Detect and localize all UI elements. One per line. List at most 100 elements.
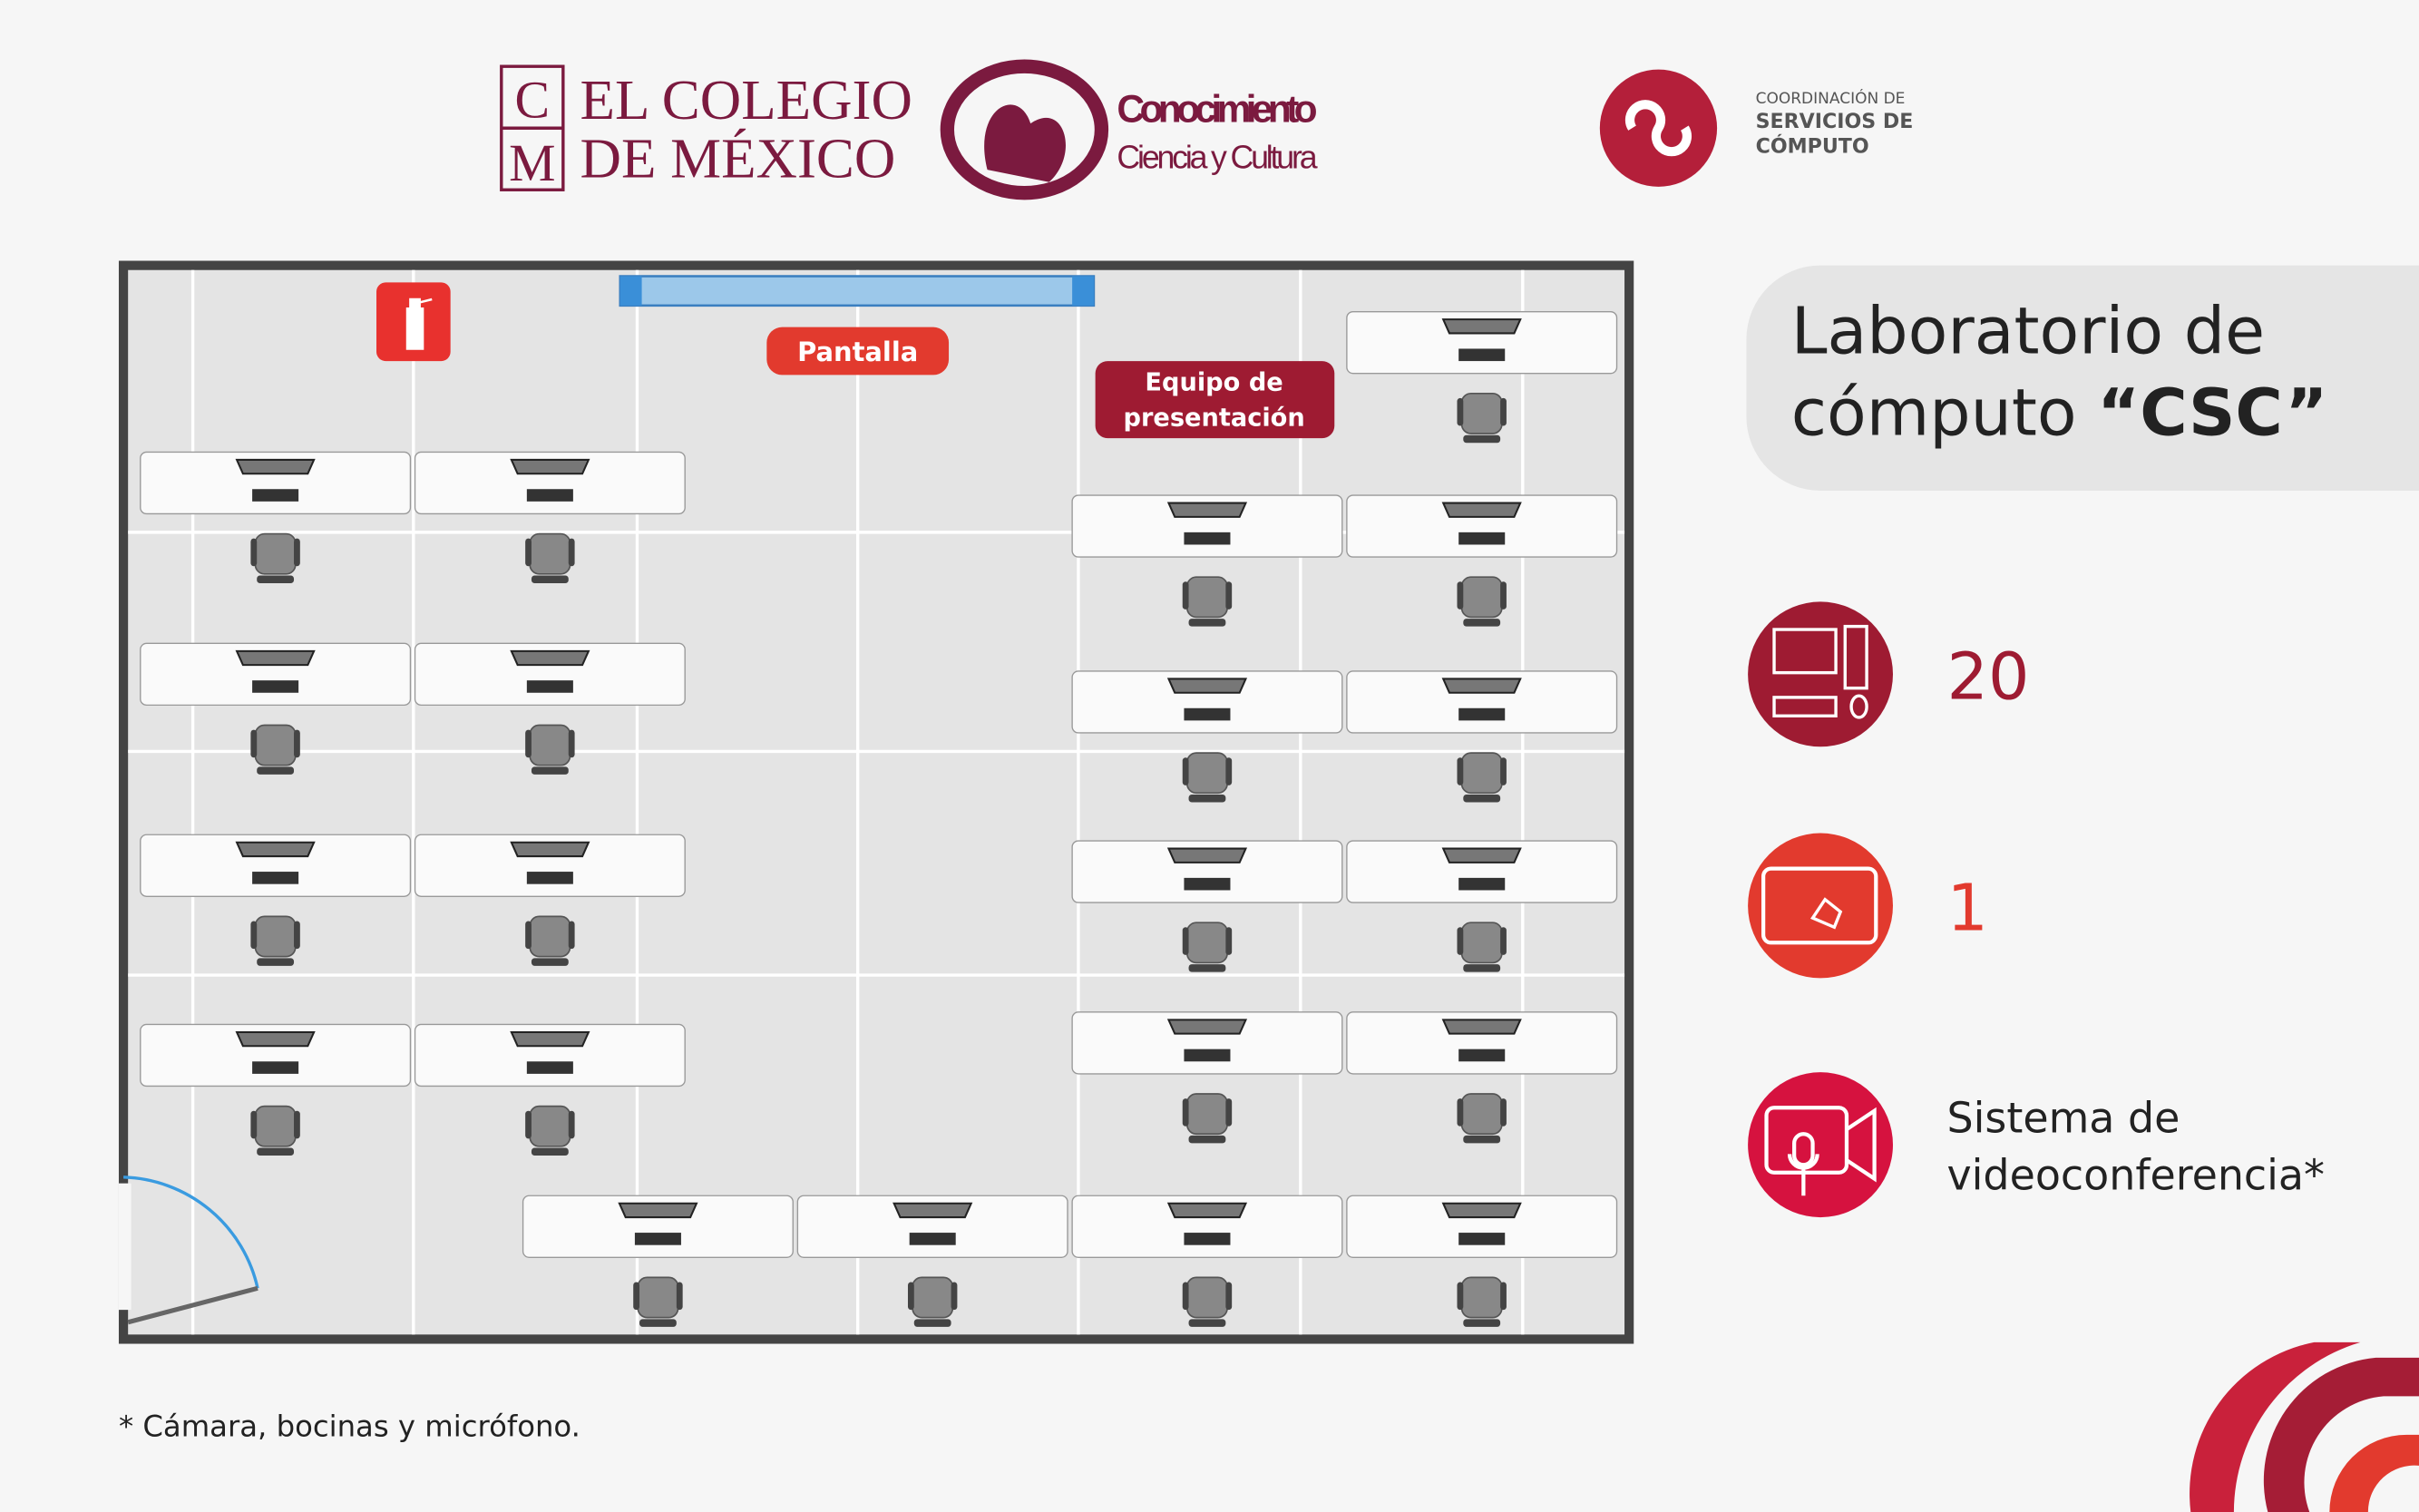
keyboard	[1184, 532, 1231, 545]
logo-letter: M	[509, 133, 555, 192]
door-swing	[123, 1175, 259, 1289]
chair-arm	[250, 1110, 258, 1139]
conocimiento-logo: Conocimiento Ciencia y Cultura	[940, 59, 1318, 200]
monitor	[892, 1202, 973, 1219]
monitor	[1166, 1019, 1248, 1035]
keyboard	[1458, 877, 1506, 891]
chair-seat	[1185, 1276, 1228, 1319]
logo-text: COORDINACIÓN DE	[1756, 88, 1906, 108]
chair-back	[1188, 964, 1226, 972]
workstation	[140, 1023, 412, 1156]
glyph-part	[1849, 694, 1868, 719]
corner-arc	[2329, 1434, 2419, 1512]
chair-arm	[951, 1282, 958, 1311]
monitor	[510, 1030, 590, 1048]
chair-back	[531, 766, 569, 775]
workstation	[414, 451, 686, 583]
chair-back	[1188, 795, 1226, 803]
chair-arm	[250, 538, 258, 567]
panel-title-part: cómputo	[1791, 376, 2077, 451]
logo-ring	[940, 59, 1109, 200]
logo-letter: C	[515, 70, 551, 129]
chair-arm	[294, 1110, 300, 1139]
presenter-label: Equipo de	[1145, 368, 1283, 396]
keyboard	[526, 872, 573, 884]
chair-arm	[1457, 757, 1464, 785]
chair-seat	[637, 1276, 679, 1319]
keyboard	[526, 680, 573, 693]
chair-back	[1463, 619, 1501, 627]
screen-end	[619, 276, 642, 306]
chair-back	[1463, 964, 1501, 972]
desk	[414, 642, 686, 707]
chair-seat	[1460, 576, 1503, 619]
chair-seat	[1185, 922, 1228, 964]
presenter-label-box	[1095, 361, 1335, 439]
corner-arc	[2263, 1357, 2419, 1512]
stat-value: 1	[1947, 871, 1988, 946]
chair-back	[1188, 1319, 1226, 1327]
chair-seat	[1185, 752, 1228, 795]
workstation	[1071, 1195, 1343, 1327]
workstation	[1071, 670, 1343, 803]
chair-seat	[254, 1105, 297, 1147]
monitor	[235, 1030, 316, 1048]
logo-text: EL COLEGIO	[580, 68, 912, 132]
logo-text: DE MÉXICO	[580, 127, 896, 190]
screen	[619, 275, 1096, 307]
monitor	[1441, 1019, 1522, 1035]
keyboard	[1458, 532, 1506, 545]
presenter-label: presentación	[1123, 405, 1304, 433]
monitor	[1441, 318, 1522, 335]
chair-arm	[1457, 927, 1464, 955]
monitor	[235, 649, 316, 667]
glyph-part	[1772, 628, 1838, 675]
chair-back	[257, 766, 295, 775]
monitor	[1441, 502, 1522, 518]
chair-seat	[254, 915, 297, 958]
monitor	[510, 841, 590, 858]
keyboard	[1458, 707, 1506, 721]
desk	[1071, 494, 1343, 558]
chair-arm	[1500, 1098, 1507, 1127]
stat-text: videoconferencia*	[1947, 1150, 2325, 1199]
corner-arc	[2190, 1341, 2361, 1512]
video-icon	[1748, 1072, 1893, 1218]
keyboard	[252, 680, 299, 693]
keyboard	[526, 1061, 573, 1074]
chair-arm	[250, 729, 258, 758]
desk	[796, 1195, 1068, 1258]
keyboard	[634, 1233, 681, 1245]
glyph-part	[1787, 1154, 1819, 1196]
chair-arm	[1500, 397, 1507, 426]
chair-seat	[912, 1276, 954, 1319]
hand-glyph	[1809, 897, 1843, 930]
logo-text: CÓMPUTO	[1756, 132, 1869, 158]
chair-seat	[1460, 752, 1503, 795]
chair-seat	[529, 915, 571, 958]
monitor	[1441, 678, 1522, 694]
chair-arm	[294, 538, 300, 567]
room	[118, 260, 1634, 1344]
desk	[140, 834, 412, 897]
chair-back	[531, 958, 569, 966]
chair-seat	[1460, 1276, 1503, 1319]
keyboard	[252, 489, 299, 502]
chair-arm	[568, 538, 575, 567]
desk	[1346, 310, 1618, 375]
chair-arm	[633, 1282, 640, 1311]
desk	[1071, 1195, 1343, 1258]
csc-logo: COORDINACIÓN DE SERVICIOS DE CÓMPUTO	[1599, 69, 1913, 187]
chair-arm	[525, 921, 532, 950]
computer-glyph	[1772, 624, 1868, 719]
chair-back	[257, 958, 295, 966]
chair-arm	[1225, 581, 1233, 610]
logo-title: Conocimiento	[1117, 88, 1317, 131]
video-glyph	[1764, 1106, 1877, 1196]
chair-back	[1463, 795, 1501, 803]
screen-end	[1072, 276, 1094, 306]
desk	[1346, 1011, 1618, 1075]
keyboard	[1458, 348, 1506, 362]
colmex-logo: C M EL COLEGIO DE MÉXICO	[500, 64, 912, 192]
